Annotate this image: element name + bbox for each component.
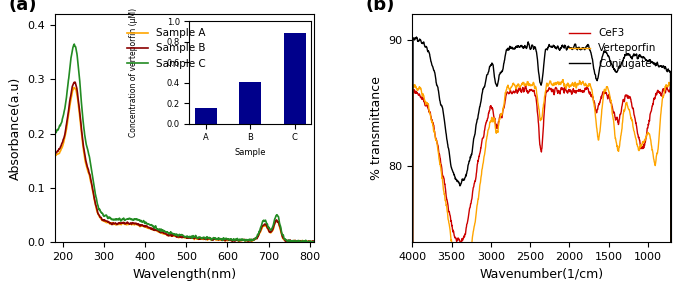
Sample C [208,237,216,241]
Sample C [310,240,318,243]
Conjugate [412,35,421,39]
CeF3 [523,89,531,93]
Sample A [274,221,282,224]
Line: Sample B: Sample B [55,82,314,242]
Sample C [297,241,306,244]
CeF3 [522,84,530,87]
X-axis label: Wavenumber(1/cm): Wavenumber(1/cm) [479,268,604,280]
CeF3 [513,91,521,94]
Sample B [274,221,282,224]
Sample B [208,238,216,242]
Conjugate [615,65,623,68]
Line: Sample C: Sample C [55,44,314,242]
Verteporfin [434,154,443,157]
Sample C [70,42,78,46]
Conjugate [523,46,531,50]
Conjugate [610,68,619,72]
Sample B [216,237,224,241]
Line: CeF3: CeF3 [412,86,671,285]
Line: Sample A: Sample A [55,87,314,242]
Line: Verteporfin: Verteporfin [412,80,671,285]
CeF3 [610,112,619,115]
Legend: Sample A, Sample B, Sample C: Sample A, Sample B, Sample C [123,24,210,73]
Sample B [66,95,75,98]
Sample B [310,240,318,244]
Sample C [274,215,282,218]
Y-axis label: Absorbance(a.u): Absorbance(a.u) [9,77,22,180]
Verteporfin [558,78,566,81]
Text: (b): (b) [366,0,395,14]
Sample C [201,237,210,241]
Sample A [70,86,78,89]
Sample A [51,183,59,187]
X-axis label: Wavelength(nm): Wavelength(nm) [132,268,236,280]
Sample C [216,237,224,241]
CeF3 [615,118,623,121]
Legend: CeF3, Verteporfin, Conjugate: CeF3, Verteporfin, Conjugate [565,24,661,73]
Sample A [208,238,216,242]
Y-axis label: % transmittance: % transmittance [370,76,383,180]
Sample B [71,80,79,84]
Sample B [51,182,59,185]
Conjugate [513,46,521,49]
CeF3 [586,91,595,95]
Conjugate [435,93,443,97]
Verteporfin [513,84,521,87]
Verteporfin [586,84,595,87]
Verteporfin [615,145,623,148]
Sample B [290,241,298,244]
Sample A [247,240,256,243]
Sample A [310,240,318,244]
Sample A [216,238,224,241]
Conjugate [586,49,595,53]
Line: Conjugate: Conjugate [412,37,671,285]
Sample C [247,238,256,241]
Text: (a): (a) [8,0,37,14]
Sample C [66,58,75,62]
Sample A [294,241,302,244]
Sample B [201,237,210,241]
Sample C [51,167,59,171]
Sample A [66,99,75,103]
CeF3 [434,150,443,153]
Sample A [201,237,210,241]
Sample B [247,239,256,242]
Verteporfin [610,129,619,132]
Verteporfin [522,84,530,87]
